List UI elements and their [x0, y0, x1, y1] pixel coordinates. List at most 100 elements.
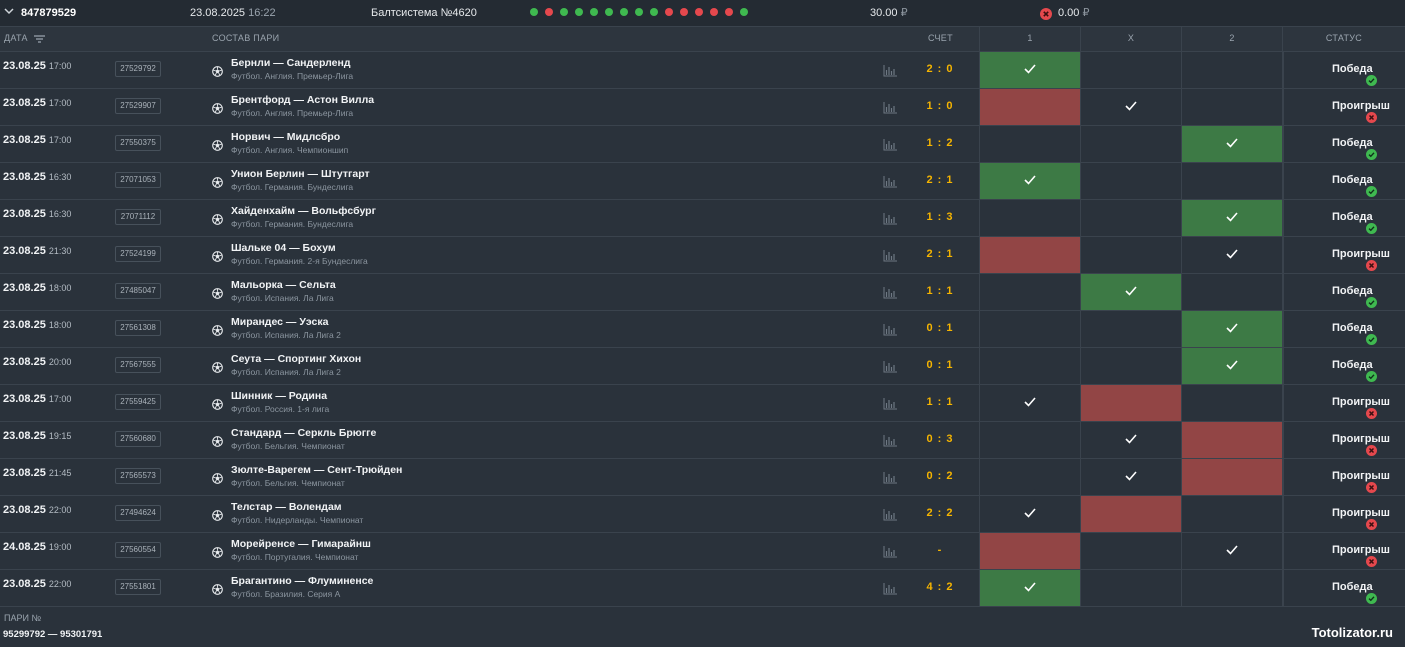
sort-icon[interactable] [33, 35, 45, 43]
event-id[interactable]: 27560680 [115, 431, 161, 447]
football-icon [212, 360, 223, 373]
result-dot [605, 8, 613, 16]
event-teams[interactable]: Телстар — Волендам [231, 501, 342, 513]
event-teams[interactable]: Унион Берлин — Штутгарт [231, 168, 370, 180]
ticket-date: 23.08.2025 16:22 [190, 0, 276, 27]
result-dot [710, 8, 718, 16]
ticket-time: 16:22 [248, 7, 276, 19]
status-label: Проигрыш [1332, 433, 1390, 445]
table-row[interactable]: 23.08.25 17:00 27550375 Норвич — Мидлсбро Фу… [0, 126, 1405, 163]
table-row[interactable]: 23.08.25 16:30 27071112 Хайденхайм — Вольфс… [0, 200, 1405, 237]
statistics-icon[interactable] [883, 286, 897, 299]
event-id[interactable]: 27485047 [115, 283, 161, 299]
outcome-2-cell [1181, 163, 1282, 199]
status-label: Проигрыш [1332, 470, 1390, 482]
event-id[interactable]: 27529907 [115, 98, 161, 114]
event-id[interactable]: 27071112 [115, 209, 161, 225]
column-date[interactable]: ДАТА [4, 27, 45, 52]
outcome-2-cell [1181, 126, 1282, 162]
statistics-icon[interactable] [883, 471, 897, 484]
table-row[interactable]: 23.08.25 22:00 27551801 Брагантино — Флумин… [0, 570, 1405, 607]
event-day: 23.08.25 [3, 356, 46, 368]
table-row[interactable]: 23.08.25 21:30 27524199 Шальке 04 — Бохум Фу… [0, 237, 1405, 274]
event-day: 23.08.25 [3, 282, 46, 294]
table-row[interactable]: 23.08.25 17:00 27529792 Бернли — Сандерленд… [0, 52, 1405, 89]
table-row[interactable]: 23.08.25 17:00 27559425 Шинник — Родина Футб… [0, 385, 1405, 422]
statistics-icon[interactable] [883, 508, 897, 521]
column-score: СЧЕТ [928, 33, 953, 43]
event-teams[interactable]: Мальорка — Сельта [231, 279, 336, 291]
event-teams[interactable]: Норвич — Мидлсбро [231, 131, 341, 143]
status-badge: Победа [1282, 200, 1405, 236]
statistics-icon[interactable] [883, 323, 897, 336]
event-id[interactable]: 27550375 [115, 135, 161, 151]
event-score: 4 : 2 [926, 581, 954, 593]
column-date-label: ДАТА [4, 33, 28, 43]
event-teams[interactable]: Бернли — Сандерленд [231, 57, 351, 69]
event-time: 21:45 [48, 468, 72, 478]
event-teams[interactable]: Сеута — Спортинг Хихон [231, 353, 362, 365]
payout-value: 0.00 [1058, 7, 1080, 19]
event-id[interactable]: 27565573 [115, 468, 161, 484]
event-id[interactable]: 27559425 [115, 394, 161, 410]
site-watermark: Totolizator.ru [1311, 625, 1393, 640]
event-teams[interactable]: Шальке 04 — Бохум [231, 242, 336, 254]
table-row[interactable]: 23.08.25 19:15 27560680 Стандард — Серкль Б… [0, 422, 1405, 459]
ticket-header[interactable]: 847879529 23.08.2025 16:22 Балтсистема №… [0, 0, 1405, 27]
table-row[interactable]: 23.08.25 18:00 27561308 Мирандес — Уэска Фут… [0, 311, 1405, 348]
table-row[interactable]: 24.08.25 19:00 27560554 Морейренсе — Гимара… [0, 533, 1405, 570]
event-teams[interactable]: Брентфорд — Астон Вилла [231, 94, 375, 106]
statistics-icon[interactable] [883, 545, 897, 558]
outcome-2-cell [1181, 200, 1282, 236]
statistics-icon[interactable] [883, 212, 897, 225]
event-score: 2 : 1 [926, 174, 954, 186]
statistics-icon[interactable] [883, 64, 897, 77]
payout-currency: ₽ [1082, 7, 1090, 19]
event-id[interactable]: 27551801 [115, 579, 161, 595]
table-row[interactable]: 23.08.25 18:00 27485047 Мальорка — Сельта Фу… [0, 274, 1405, 311]
event-date: 23.08.25 18:00 [3, 319, 71, 331]
statistics-icon[interactable] [883, 175, 897, 188]
event-id[interactable]: 27494624 [115, 505, 161, 521]
column-status: СТАТУС [1282, 27, 1405, 52]
event-teams[interactable]: Зюлте-Варегем — Сент-Трюйден [231, 464, 403, 476]
table-row[interactable]: 23.08.25 16:30 27071053 Унион Берлин — Штут… [0, 163, 1405, 200]
event-teams[interactable]: Хайденхайм — Вольфсбург [231, 205, 376, 217]
event-date: 23.08.25 16:30 [3, 208, 71, 220]
event-teams[interactable]: Шинник — Родина [231, 390, 328, 402]
event-id[interactable]: 27567555 [115, 357, 161, 373]
table-row[interactable]: 23.08.25 22:00 27494624 Телстар — Волендам Ф… [0, 496, 1405, 533]
statistics-icon[interactable] [883, 582, 897, 595]
event-teams[interactable]: Морейренсе — Гимарайнш [231, 538, 371, 550]
statistics-icon[interactable] [883, 434, 897, 447]
status-label: Победа [1332, 137, 1373, 149]
event-date: 23.08.25 22:00 [3, 504, 71, 516]
event-teams[interactable]: Мирандес — Уэска [231, 316, 329, 328]
event-league: Футбол. Испания. Ла Лига 2 [231, 367, 341, 377]
status-label: Победа [1332, 359, 1373, 371]
bets-table: 23.08.25 17:00 27529792 Бернли — Сандерленд… [0, 52, 1405, 607]
statistics-icon[interactable] [883, 138, 897, 151]
statistics-icon[interactable] [883, 397, 897, 410]
result-dot [725, 8, 733, 16]
event-id[interactable]: 27529792 [115, 61, 161, 77]
result-dot [665, 8, 673, 16]
event-id[interactable]: 27071053 [115, 172, 161, 188]
event-teams[interactable]: Брагантино — Флуминенсе [231, 575, 374, 587]
chevron-down-icon[interactable] [4, 0, 16, 27]
event-teams[interactable]: Стандард — Серкль Брюгге [231, 427, 377, 439]
table-row[interactable]: 23.08.25 17:00 27529907 Брентфорд — Астон В… [0, 89, 1405, 126]
statistics-icon[interactable] [883, 101, 897, 114]
outcome-1-cell [979, 89, 1080, 125]
event-score: - [937, 544, 943, 556]
statistics-icon[interactable] [883, 360, 897, 373]
table-row[interactable]: 23.08.25 20:00 27567555 Сеута — Спортинг Хи… [0, 348, 1405, 385]
table-row[interactable]: 23.08.25 21:45 27565573 Зюлте-Варегем — Сен… [0, 459, 1405, 496]
statistics-icon[interactable] [883, 249, 897, 262]
event-id[interactable]: 27560554 [115, 542, 161, 558]
event-id[interactable]: 27524199 [115, 246, 161, 262]
event-id[interactable]: 27561308 [115, 320, 161, 336]
event-day: 23.08.25 [3, 208, 46, 220]
outcome-x-cell [1080, 163, 1181, 199]
outcome-x-cell [1080, 385, 1181, 421]
